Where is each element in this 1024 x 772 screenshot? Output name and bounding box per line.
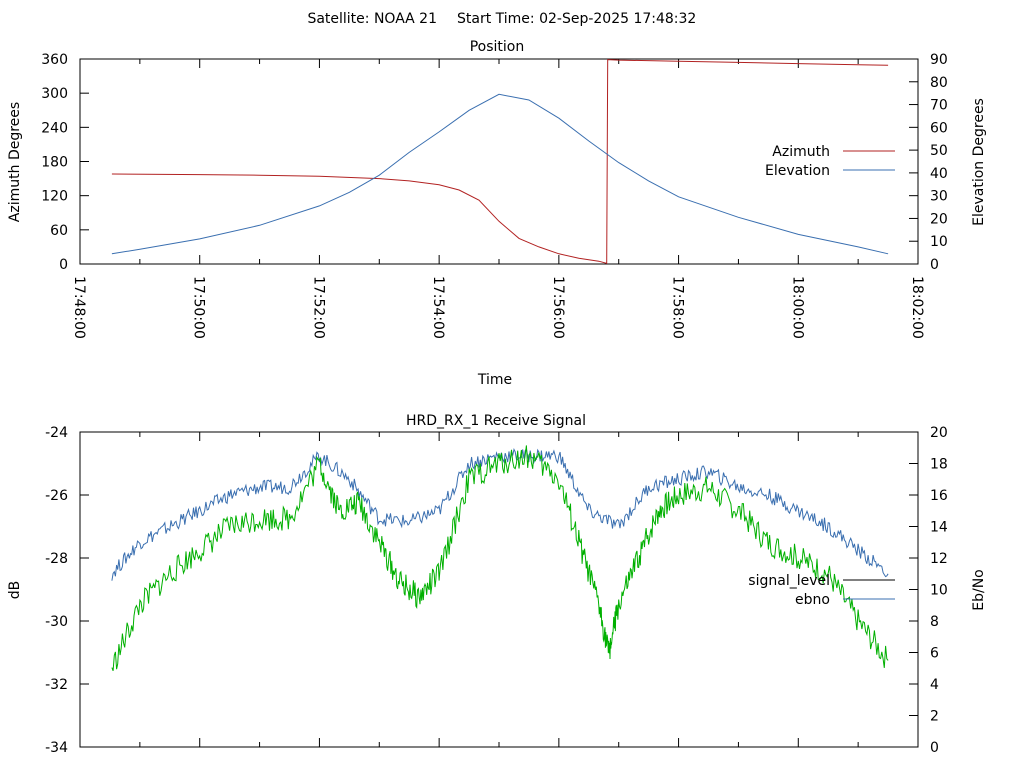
x-tick-label: 17:52:00 — [310, 276, 326, 339]
position-chart: Position 17:48:00 17:50:00 17:52:00 17:54:0… — [7, 39, 987, 388]
legend-signal-level-label: signal_level — [748, 573, 830, 589]
legend-azimuth-label: Azimuth — [772, 144, 830, 160]
position-plot-frame — [79, 58, 919, 265]
position-y2-axis-label: Elevation Degrees — [971, 98, 987, 226]
x-tick-label: 17:56:00 — [550, 276, 566, 339]
position-ticks: 17:48:00 17:50:00 17:52:00 17:54:00 17:56:00… — [41, 52, 948, 339]
legend-elevation-label: Elevation — [765, 163, 830, 179]
x-tick-label: 17:58:00 — [670, 276, 686, 339]
receive-signal-plot-frame — [79, 431, 919, 748]
y2-tick-label: 0 — [930, 740, 939, 756]
x-tick-label: 17:48:00 — [71, 276, 87, 339]
y2-tick-label: 14 — [930, 520, 948, 536]
y2-tick-label: 18 — [930, 457, 948, 473]
receive-signal-y2-axis-label: Eb/No — [971, 569, 987, 611]
y-tick-label: -34 — [45, 740, 68, 756]
receive-signal-ticks: -34 -32 -30 -28 -26 -24 0 2 4 6 8 10 12 14 16 18 20 — [45, 425, 948, 756]
elevation-line — [111, 93, 889, 255]
position-chart-title: Position — [470, 39, 525, 55]
x-tick-label: 17:50:00 — [191, 276, 207, 339]
y2-tick-label: 20 — [930, 425, 948, 441]
y2-tick-label: 10 — [930, 583, 948, 599]
y-tick-label: 0 — [59, 257, 68, 273]
y-tick-label: 300 — [41, 86, 68, 102]
y2-tick-label: 20 — [930, 211, 948, 227]
x-tick-label: 17:54:00 — [430, 276, 446, 339]
y-tick-label: -24 — [45, 425, 68, 441]
position-y-axis-label: Azimuth Degrees — [7, 102, 23, 222]
y-tick-label: 120 — [41, 189, 68, 205]
receive-signal-chart-title: HRD_RX_1 Receive Signal — [406, 413, 586, 429]
y2-tick-label: 4 — [930, 677, 939, 693]
y2-tick-label: 6 — [930, 646, 939, 662]
x-tick-label: 18:02:00 — [909, 276, 925, 339]
position-series — [111, 59, 889, 265]
y-tick-label: 360 — [41, 52, 68, 68]
y-tick-label: 240 — [41, 120, 68, 136]
y-tick-label: 60 — [50, 223, 68, 239]
y2-tick-label: 80 — [930, 75, 948, 91]
satellite-label: Satellite: NOAA 21 — [307, 11, 437, 27]
y-tick-label: -28 — [45, 551, 68, 567]
y2-tick-label: 16 — [930, 488, 948, 504]
y2-tick-label: 60 — [930, 120, 948, 136]
y-tick-label: -26 — [45, 488, 68, 504]
series-2-line — [111, 445, 889, 671]
position-legend: Azimuth Elevation — [765, 144, 895, 179]
y2-tick-label: 30 — [930, 189, 948, 205]
receive-signal-chart: HRD_RX_1 Receive Signal -34-32-30-28-26-… — [7, 413, 987, 756]
ebno-line — [111, 447, 889, 581]
y2-tick-label: 90 — [930, 52, 948, 68]
x-tick-label: 18:00:00 — [789, 276, 805, 339]
y-tick-label: -30 — [45, 614, 68, 630]
y2-tick-label: 12 — [930, 551, 948, 567]
y2-tick-label: 8 — [930, 614, 939, 630]
y2-tick-label: 70 — [930, 98, 948, 114]
y-tick-label: 180 — [41, 155, 68, 171]
y2-tick-label: 0 — [930, 257, 939, 273]
receive-signal-series — [111, 445, 889, 671]
legend-ebno-label: ebno — [795, 592, 830, 608]
y2-tick-label: 50 — [930, 143, 948, 159]
y2-tick-label: 10 — [930, 234, 948, 250]
position-x-axis-label: Time — [477, 372, 512, 388]
y2-tick-label: 40 — [930, 166, 948, 182]
y-tick-label: -32 — [45, 677, 68, 693]
azimuth-line — [111, 59, 889, 265]
receive-signal-y-axis-label: dB — [7, 581, 23, 600]
start-time-label: Start Time: 02-Sep-2025 17:48:32 — [457, 11, 696, 27]
receive-signal-legend: signal_level ebno — [748, 573, 895, 608]
y2-tick-label: 2 — [930, 709, 939, 725]
